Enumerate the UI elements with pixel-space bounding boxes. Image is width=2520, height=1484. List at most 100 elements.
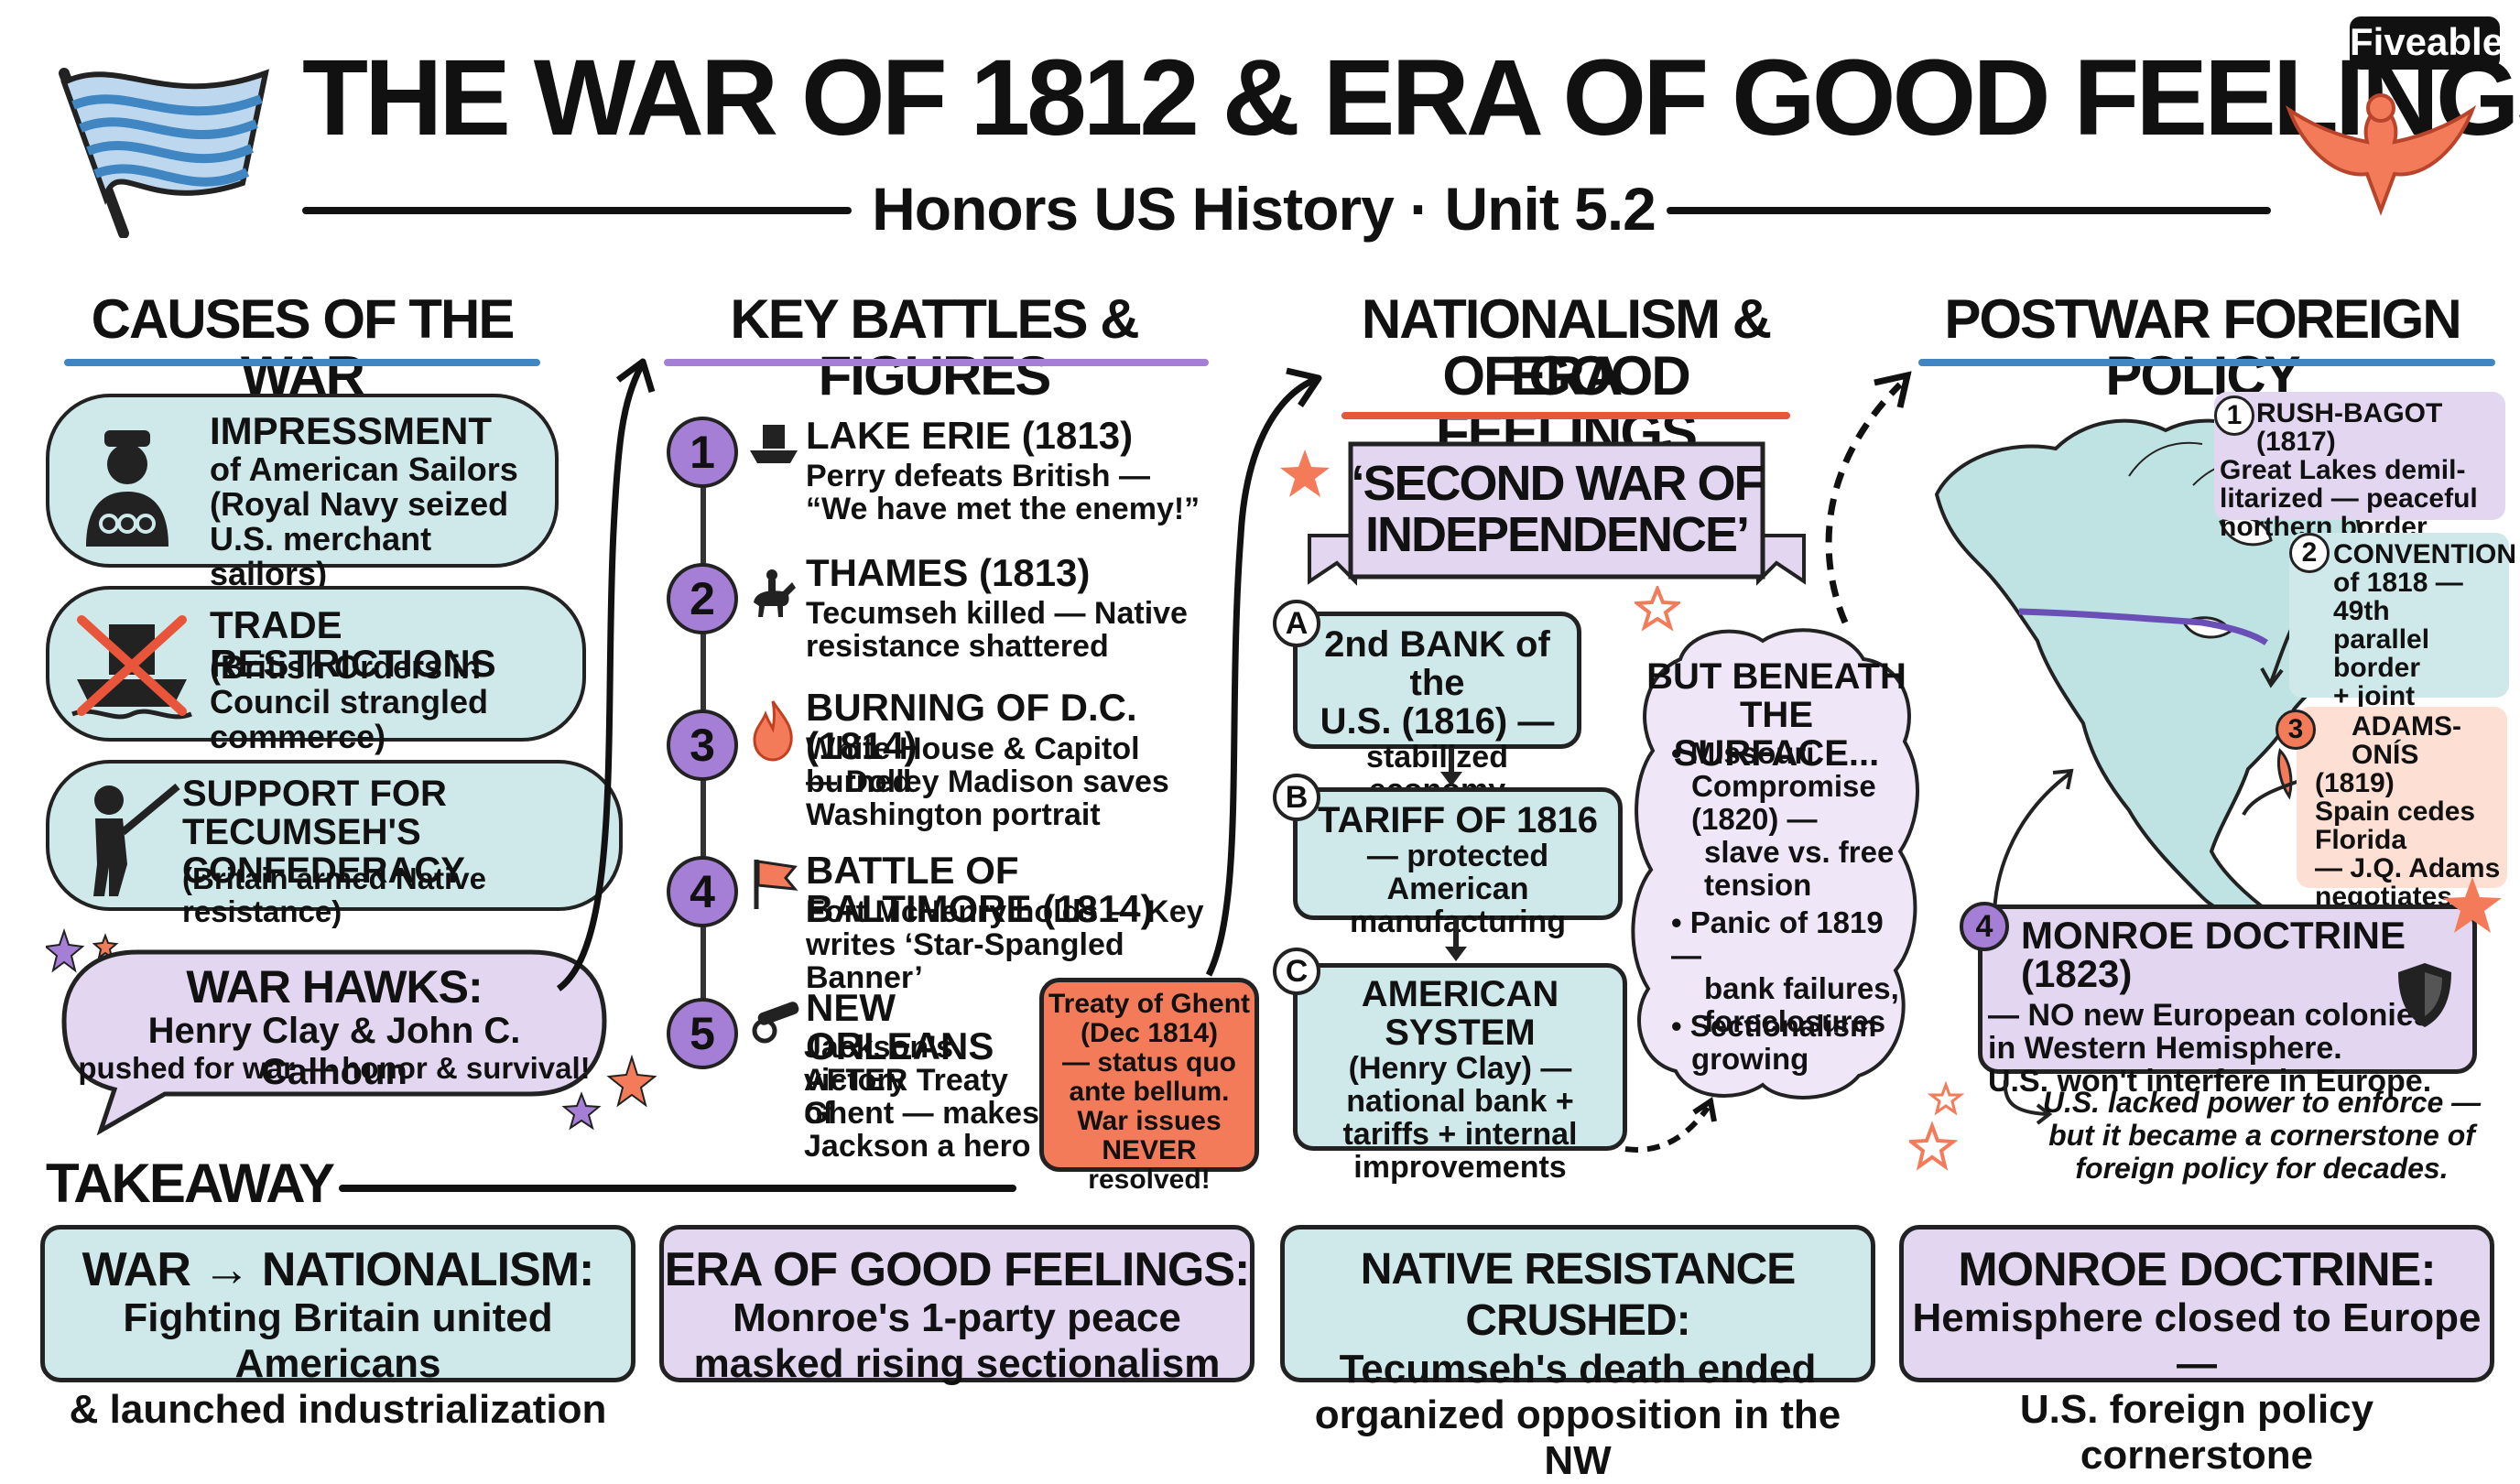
nationalism-card-a: 2nd BANK of the U.S. (1816) — stabilized… xyxy=(1293,612,1581,807)
card-line: (1819) xyxy=(2315,768,2395,798)
bullet-dot: • xyxy=(1671,1009,1690,1043)
bullet-line: bank failures, xyxy=(1704,971,1899,1005)
star-icon xyxy=(46,927,119,973)
card-line: improvements xyxy=(1353,1150,1567,1185)
takeaway-card-2: ERA OF GOOD FEELINGS: Monroe's 1-party p… xyxy=(659,1225,1255,1386)
battle-title: BURNING OF D.C. (1814) xyxy=(806,686,1137,767)
fiveable-logo: Fiveable xyxy=(2350,16,2504,70)
battle-line: Ghent — makes xyxy=(804,1096,1039,1131)
thought-cloud xyxy=(1631,628,1919,1099)
monroe-title: MONROE DOCTRINE (1823) xyxy=(2021,914,2406,995)
monroe-number: 4 xyxy=(1960,902,2009,951)
letter-badge-c: C xyxy=(1273,948,1320,995)
battle-title: LAKE ERIE (1813) xyxy=(806,414,1134,457)
takeaway-title: MONROE DOCTRINE: xyxy=(1958,1243,2436,1296)
takeaway-card-1: WAR → NATIONALISM: Fighting Britain unit… xyxy=(40,1225,635,1432)
battles-underline xyxy=(664,359,1209,366)
takeaway-line: Tecumseh's death ended xyxy=(1339,1347,1817,1392)
monroe-doctrine-card: MONROE DOCTRINE (1823) — NO new European… xyxy=(1978,904,2477,1098)
takeaway-line: U.S. foreign policy cornerstone xyxy=(2019,1387,2374,1478)
battle-line: — Dolley Madison saves xyxy=(806,764,1169,799)
page-title: THE WAR OF 1812 & ERA OF GOOD FEELINGS xyxy=(302,38,2520,158)
card-line: parallel border xyxy=(2333,624,2430,683)
takeaway-line: masked rising sectionalism xyxy=(693,1341,1221,1386)
card-line: national bank + xyxy=(1346,1084,1574,1119)
war-hawks-title: WAR HAWKS: xyxy=(186,961,483,1013)
takeaway-title: WAR → NATIONALISM: xyxy=(81,1243,595,1296)
bullet-line: Compromise xyxy=(1691,769,1876,803)
foreign-number-1: 1 xyxy=(2214,395,2254,436)
note-line: U.S. lacked power to enforce — xyxy=(2042,1086,2482,1119)
cloud-bullet-2: • Panic of 1819 — bank failures, foreclo… xyxy=(1671,906,1909,1038)
star-icon xyxy=(2443,877,2502,933)
takeaway-line: Monroe's 1-party peace xyxy=(733,1295,1181,1340)
battle-line: Tecumseh killed — Native xyxy=(806,596,1188,631)
battle-number-3: 3 xyxy=(667,710,738,781)
battle-line: Perry defeats British — xyxy=(806,459,1151,493)
card-line: of 1818 — 49th xyxy=(2333,568,2463,626)
card-line: — J.Q. Adams xyxy=(2315,853,2501,883)
causes-underline xyxy=(64,359,540,366)
battles-heading: KEY BATTLES & FIGURES xyxy=(730,288,1139,406)
treaty-line: NEVER resolved! xyxy=(1088,1135,1211,1195)
cause-title: SUPPORT FOR TECUMSEH'S CONFEDERACY xyxy=(182,774,465,891)
fire-icon xyxy=(753,700,793,762)
cause-text: (Britain armed Native resistance) xyxy=(182,861,486,928)
monroe-line: — NO new European colonies xyxy=(1988,998,2431,1033)
war-hawks-line2: pushed for war — honor & survival! xyxy=(78,1051,591,1085)
treaty-line: (Dec 1814) xyxy=(1080,1018,1219,1048)
treaty-line: Treaty of Ghent xyxy=(1048,989,1251,1019)
bullet-line: • Sectionalism xyxy=(1671,1010,1909,1043)
flow-arrow-2 xyxy=(1205,367,1322,977)
down-arrow-icon xyxy=(1445,919,1467,961)
down-arrow-icon xyxy=(1440,748,1462,786)
card-line: Great Lakes demil- xyxy=(2220,455,2466,485)
causes-heading: CAUSES OF THE WAR xyxy=(91,288,516,406)
cannon-icon xyxy=(752,1002,799,1044)
bullet-line: • Missouri xyxy=(1671,737,1909,770)
subtitle-rule-right xyxy=(1667,207,2271,214)
cause-card-trade: TRADE RESTRICTIONS (British Orders in Co… xyxy=(46,586,586,754)
takeaway-title: ERA OF GOOD FEELINGS: xyxy=(664,1243,1251,1296)
bullet-line: growing xyxy=(1691,1042,1809,1076)
battle-line: Jackson's victory xyxy=(804,1030,954,1098)
bullet-line: tension xyxy=(1704,868,1812,902)
takeaway-card-4: MONROE DOCTRINE: Hemisphere closed to Eu… xyxy=(1899,1225,2494,1478)
horseman-icon xyxy=(754,569,796,617)
battle-line: “We have met the enemy!” xyxy=(806,492,1200,526)
foreign-number-3: 3 xyxy=(2276,710,2316,750)
foreign-heading: POSTWAR FOREIGN POLICY xyxy=(1944,288,2461,406)
treaty-line: — status quo xyxy=(1061,1047,1236,1078)
battle-line: AFTER Treaty of xyxy=(804,1063,1008,1131)
flag-icon xyxy=(754,860,798,909)
takeaway-line: & launched industrialization xyxy=(69,1387,607,1432)
warrior-icon xyxy=(93,783,180,896)
note-line: but it became a cornerstone of xyxy=(2048,1119,2475,1152)
eagle-icon xyxy=(2285,93,2477,216)
takeaway-line: Fighting Britain united Americans xyxy=(123,1295,553,1386)
bullet-line: (1820) — xyxy=(1691,802,1818,836)
card-line: CONVENTION xyxy=(2333,539,2517,569)
letter-badge-b: B xyxy=(1273,774,1320,821)
cause-title: IMPRESSMENT xyxy=(210,409,493,452)
bullet-text: Missouri xyxy=(1689,736,1815,770)
banner-line1: ‘SECOND WAR OF xyxy=(1351,456,1764,511)
star-outline-icon xyxy=(1635,586,1680,632)
foreign-number-2: 2 xyxy=(2289,533,2330,573)
battle-title: BATTLE OF BALTIMORE (1814) xyxy=(806,849,1154,930)
subtitle-rule-left xyxy=(302,207,852,214)
war-hawks-bubble xyxy=(61,949,607,1135)
note-arrow xyxy=(2003,1079,2053,1125)
bullet-line: slave vs. free xyxy=(1704,835,1895,869)
battle-line: Fort McHenry holds — Key xyxy=(806,894,1204,929)
treaty-note: Treaty of Ghent (Dec 1814) — status quo … xyxy=(1039,978,1259,1195)
card-line: U.S. (1816) — xyxy=(1320,701,1555,742)
bullet-dot: • xyxy=(1671,736,1690,770)
card-line: TARIFF OF 1816 xyxy=(1318,800,1598,840)
cause-text: (British Orders in Council strangled com… xyxy=(210,648,489,755)
star-icon xyxy=(1280,450,1330,497)
banner-shape xyxy=(1308,441,1806,586)
flow-arrow-1 xyxy=(556,358,656,991)
us-flag-icon xyxy=(59,68,270,238)
battle-line: Washington portrait xyxy=(806,797,1101,832)
